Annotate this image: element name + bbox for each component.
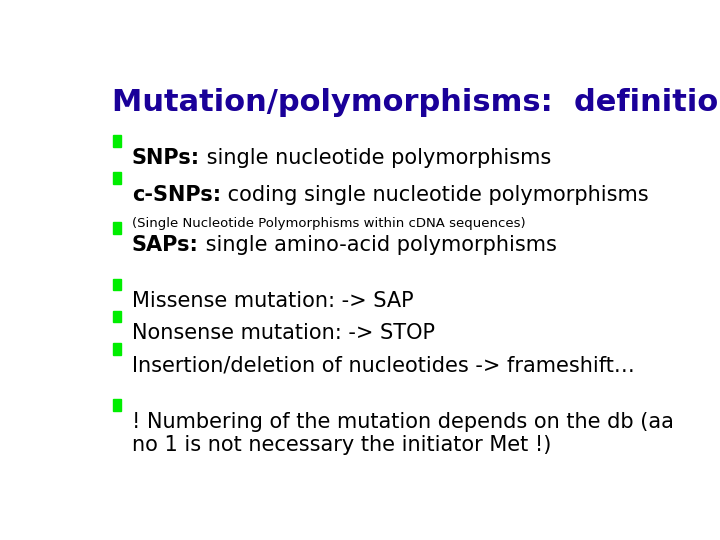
Bar (112, 135, 121, 147)
Bar (112, 172, 121, 184)
Bar (112, 279, 121, 290)
Bar (112, 310, 121, 322)
Text: c-SNPs:: c-SNPs: (132, 185, 221, 205)
Text: Mutation/polymorphisms:  definitions: Mutation/polymorphisms: definitions (112, 87, 720, 117)
Text: single amino-acid polymorphisms: single amino-acid polymorphisms (199, 235, 557, 255)
Text: Insertion/deletion of nucleotides -> frameshift…: Insertion/deletion of nucleotides -> fra… (132, 356, 634, 376)
Text: coding single nucleotide polymorphisms: coding single nucleotide polymorphisms (221, 185, 649, 205)
Text: (Single Nucleotide Polymorphisms within cDNA sequences): (Single Nucleotide Polymorphisms within … (132, 217, 526, 230)
Text: Missense mutation: -> SAP: Missense mutation: -> SAP (132, 292, 413, 312)
Bar (112, 222, 121, 234)
Text: SAPs:: SAPs: (132, 235, 199, 255)
Text: ! Numbering of the mutation depends on the db (aa
no 1 is not necessary the init: ! Numbering of the mutation depends on t… (132, 412, 674, 455)
Bar (112, 399, 121, 411)
Text: Nonsense mutation: -> STOP: Nonsense mutation: -> STOP (132, 323, 435, 343)
Text: single nucleotide polymorphisms: single nucleotide polymorphisms (200, 148, 552, 168)
Bar (112, 343, 121, 355)
Text: SNPs:: SNPs: (132, 148, 200, 168)
